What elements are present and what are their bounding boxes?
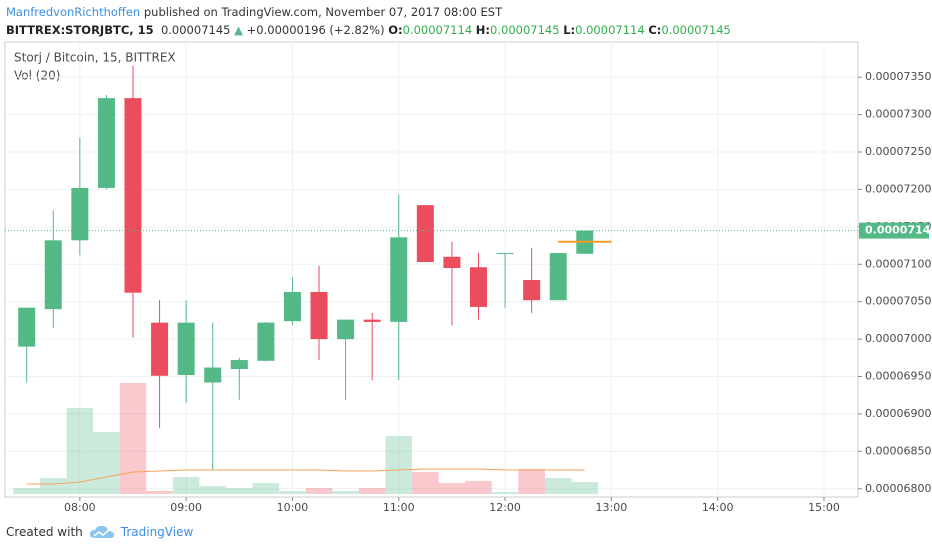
y-tick-label: 0.00007300: [865, 108, 931, 121]
candle-body: [204, 367, 222, 383]
y-tick-label: 0.00006800: [865, 482, 931, 495]
candle-body: [230, 360, 248, 370]
candle-body: [18, 307, 36, 347]
last-price-label: 0.00007145: [865, 224, 932, 237]
ohlc-label: H:: [475, 23, 491, 37]
x-tick-label: 09:00: [170, 501, 202, 514]
arrow: ▲: [234, 23, 243, 37]
x-tick-label: 12:00: [489, 501, 521, 514]
candle-body: [496, 253, 514, 255]
volume-bar: [385, 436, 413, 494]
volume-bar: [172, 477, 200, 494]
legend-main: Storj / Bitcoin, 15, BITTREX: [14, 51, 176, 65]
candle-body: [257, 322, 275, 361]
author[interactable]: ManfredvonRichthoffen: [6, 5, 141, 19]
candle-body: [363, 319, 381, 322]
candle-body: [469, 267, 487, 307]
last-price-badge: [859, 222, 929, 239]
volume-bar: [571, 482, 599, 494]
volume-bar: [13, 488, 40, 494]
candle-body: [124, 98, 142, 293]
ohlc-value: 0.00007145: [490, 23, 560, 37]
ohlc-value: 0.00007145: [661, 23, 731, 37]
y-tick-label: 0.00007100: [865, 257, 931, 270]
y-tick-label: 0.00007200: [865, 182, 931, 195]
candle-body: [523, 279, 541, 301]
candle-body: [177, 322, 195, 376]
published: published on TradingView.com, November 0…: [143, 5, 503, 19]
header: ManfredvonRichthoffen published on Tradi…: [6, 3, 731, 39]
y-tick-label: 0.00007350: [865, 70, 931, 83]
brand[interactable]: TradingView: [120, 525, 194, 539]
created-with: Created with: [6, 525, 83, 539]
volume-bar: [119, 383, 147, 494]
volume-bar: [518, 469, 545, 494]
volume-bar: [93, 432, 120, 494]
ohlc-value: 0.00007114: [402, 23, 473, 37]
x-tick-label: 15:00: [808, 501, 840, 514]
volume-bar: [66, 408, 94, 494]
legend-vol: Vol (20): [14, 69, 60, 83]
x-tick-label: 10:00: [277, 501, 309, 514]
ohlc-label: C:: [648, 23, 662, 37]
symbol: BITTREX:STORJBTC, 15: [6, 23, 154, 37]
y-tick-label: 0.00006900: [865, 407, 931, 420]
volume-ma: [26, 468, 585, 485]
volume-bar: [465, 481, 492, 494]
x-tick-label: 13:00: [596, 501, 628, 514]
volume-bar: [199, 486, 227, 494]
candle-body: [310, 291, 328, 340]
y-tick-label: 0.00007250: [865, 145, 931, 158]
chart: Storj / Bitcoin, 15, BITTREX Vol (20) 0.…: [4, 41, 932, 514]
candle-body: [443, 256, 461, 269]
quote-line: BITTREX:STORJBTC, 15 0.00007145 ▲ +0.000…: [6, 21, 731, 39]
volume-bar: [226, 488, 253, 494]
volume-bar: [252, 483, 280, 494]
y-tick-label: 0.00006950: [865, 370, 931, 383]
candle-body: [283, 291, 301, 322]
candle-body: [416, 205, 434, 263]
candle-body: [44, 240, 62, 310]
ohlc-value: 0.00007114: [575, 23, 645, 37]
candle-body: [337, 319, 355, 340]
volume-bar: [412, 472, 439, 494]
footer: Created with TradingView: [6, 524, 193, 540]
last: 0.00007145: [160, 23, 231, 37]
volume-bar: [146, 491, 173, 494]
ohlc-label: O:: [388, 23, 403, 37]
volume-bar: [438, 483, 466, 494]
y-tick-label: 0.00006850: [865, 444, 931, 457]
volume-bar: [491, 492, 519, 494]
candle-body: [151, 322, 169, 376]
ohlc-label: L:: [563, 23, 576, 37]
candle-body: [71, 187, 89, 241]
volume-bar: [305, 488, 333, 494]
candle-body: [549, 253, 567, 301]
candle-body: [97, 98, 115, 188]
x-tick-label: 14:00: [702, 501, 734, 514]
publish-line: ManfredvonRichthoffen published on Tradi…: [6, 3, 731, 21]
logo: [89, 525, 114, 538]
volume-bar: [332, 491, 359, 494]
volume-bar: [358, 488, 386, 494]
y-tick-label: 0.00007000: [865, 332, 931, 345]
x-tick-label: 11:00: [383, 501, 415, 514]
change: +0.00000196 (+2.82%): [246, 23, 385, 37]
x-tick-label: 08:00: [64, 501, 96, 514]
volume-bar: [279, 491, 306, 494]
volume-bar: [544, 478, 572, 494]
y-tick-label: 0.00007050: [865, 295, 931, 308]
candle-body: [390, 237, 408, 322]
plot-frame: [4, 41, 859, 498]
volume-bar: [39, 478, 67, 494]
